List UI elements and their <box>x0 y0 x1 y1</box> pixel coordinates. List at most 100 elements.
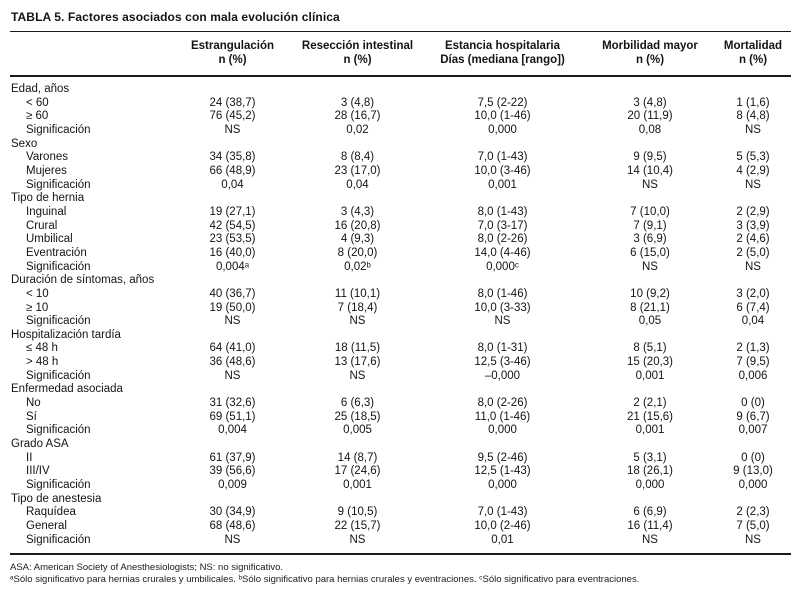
row-label: Significación <box>26 123 91 136</box>
row-label: Significación <box>26 260 91 273</box>
cell-value: 0,007 <box>738 424 768 437</box>
cell-value: 7 (10,0) <box>630 205 670 218</box>
row-label: No <box>26 397 41 410</box>
cell-value: 10,0 (3-46) <box>474 164 531 177</box>
row-label: II <box>26 451 33 464</box>
cell-value: 5 (3,1) <box>633 451 667 464</box>
cell-value: 0,001 <box>635 424 665 437</box>
cell-value: 6 (15,0) <box>630 246 670 259</box>
cell-value: 0,08 <box>638 123 662 136</box>
section-header-row: Tipo de anestesia <box>10 493 791 507</box>
cell-value: NS <box>745 260 761 273</box>
cell-value: 8,0 (2-26) <box>477 233 528 246</box>
cell-value: –0,000 <box>484 369 521 382</box>
cell-value: 31 (32,6) <box>209 397 256 410</box>
section-label: Tipo de hernia <box>11 192 85 205</box>
row-label: Varones <box>26 151 68 164</box>
cell-value: 6 (6,3) <box>340 397 375 410</box>
row-label: Raquídea <box>26 506 76 519</box>
cell-value: 9 (10,5) <box>337 506 378 519</box>
cell-value: 16 (11,4) <box>627 520 673 532</box>
cell-value: 6 (6,9) <box>633 506 667 519</box>
data-row: Significación NS 0,02 0,000 0,08 NS <box>10 124 791 138</box>
col-header-estrangulacion: Estrangulación n (%) <box>170 32 295 77</box>
cell-value: 0,004ᵃ <box>215 260 250 273</box>
data-row: < 60 24 (38,7) 3 (4,8) 7,5 (2-22) 3 (4,8) 1 (… <box>10 97 791 111</box>
cell-value: 21 (15,6) <box>626 410 674 423</box>
cell-value: 8 (20,0) <box>337 246 378 259</box>
footnotes: ASA: American Society of Anesthesiologis… <box>10 555 791 586</box>
cell-value: 19 (27,1) <box>209 205 256 218</box>
cell-value: 30 (34,9) <box>209 506 256 519</box>
section-header-row: Enfermedad asociada <box>10 383 791 397</box>
cell-value: 16 (40,0) <box>209 246 256 259</box>
cell-value: 3 (4,3) <box>340 205 375 218</box>
cell-value: 9 (9,5) <box>633 151 667 164</box>
section-header-row: Hospitalización tardía <box>10 329 791 343</box>
row-label: ≥ 60 <box>26 110 49 123</box>
data-row: Sí 69 (51,1) 25 (18,5) 11,0 (1-46) 21 (15,6)… <box>10 411 791 425</box>
cell-value: 7 (5,0) <box>736 520 770 532</box>
cell-value: NS <box>745 178 761 191</box>
cell-value: 8,0 (1-46) <box>477 287 528 300</box>
cell-value: 34 (35,8) <box>209 151 256 164</box>
cell-value: 23 (53,5) <box>209 233 256 246</box>
col-header-morbilidad-mayor: Morbilidad mayor n (%) <box>585 32 715 77</box>
cell-value: 0,001 <box>635 369 665 382</box>
cell-value: NS <box>349 533 366 546</box>
table-body: Edad, años < 60 24 (38,7) 3 (4,8) 7,5 (2-22)… <box>10 76 791 547</box>
cell-value: 0,02 <box>346 123 369 136</box>
data-row: Significación NS NS NS 0,05 0,04 <box>10 315 791 329</box>
cell-value: 7 (9,5) <box>736 356 770 369</box>
footnote-abbreviations: ASA: American Society of Anesthesiologis… <box>10 562 283 574</box>
data-row: Significación 0,04 0,04 0,001 NS NS <box>10 179 791 193</box>
section-header-row: Duración de síntomas, años <box>10 274 791 288</box>
cell-value: 1 (1,6) <box>736 96 770 109</box>
data-row: Eventración 16 (40,0) 8 (20,0) 14,0 (4-46) 6… <box>10 247 791 261</box>
data-row: Umbilical 23 (53,5) 4 (9,3) 8,0 (2-26) 3 (6,… <box>10 233 791 247</box>
cell-value: 10,0 (3-33) <box>474 301 531 314</box>
row-label: Significación <box>26 533 91 546</box>
cell-value: 28 (16,7) <box>334 110 381 123</box>
col-header-line2: n (%) <box>738 54 768 66</box>
cell-value: 0,04 <box>741 315 765 328</box>
col-header-line1: Estancia hospitalaria <box>444 40 561 52</box>
row-label: < 10 <box>26 287 49 300</box>
data-row: Significación 0,004ᵃ 0,02ᵇ 0,000ᶜ NS NS <box>10 261 791 275</box>
cell-value: 0,009 <box>218 479 247 492</box>
section-label: Tipo de anestesia <box>11 492 102 505</box>
cell-value: 2 (5,0) <box>736 246 770 259</box>
row-label: Eventración <box>26 246 87 259</box>
cell-value: 15 (20,3) <box>626 356 674 369</box>
row-label: Inguinal <box>26 205 67 218</box>
cell-value: 5 (5,3) <box>736 151 770 164</box>
cell-value: NS <box>642 260 658 273</box>
cell-value: 10,0 (1-46) <box>474 110 531 123</box>
footnote-significance-markers: ᵃSólo significativo para hernias crurale… <box>10 574 640 586</box>
cell-value: 0,04 <box>221 178 244 191</box>
cell-value: 2 (4,6) <box>736 233 770 246</box>
cell-value: 68 (48,6) <box>209 520 256 532</box>
cell-value: 12,5 (3-46) <box>474 356 531 369</box>
row-label: III/IV <box>26 465 50 478</box>
row-label: Significación <box>26 479 91 492</box>
cell-value: 10,0 (2-46) <box>474 520 531 532</box>
cell-value: 14 (10,4) <box>626 164 674 177</box>
cell-value: 0,000 <box>738 479 768 492</box>
cell-value: 18 (26,1) <box>626 465 674 478</box>
cell-value: 3 (6,9) <box>633 233 667 246</box>
cell-value: 0,01 <box>491 533 514 546</box>
row-label: Umbilical <box>26 233 73 246</box>
cell-value: NS <box>224 533 241 546</box>
cell-value: 7 (9,1) <box>633 219 667 232</box>
cell-value: 0,004 <box>218 424 247 437</box>
cell-value: 9 (13,0) <box>733 465 773 478</box>
row-label: < 60 <box>26 96 49 109</box>
cell-value: 8,0 (2-26) <box>477 397 528 410</box>
cell-value: NS <box>745 123 761 136</box>
cell-value: 17 (24,6) <box>334 465 381 478</box>
cell-value: 3 (4,8) <box>633 96 667 109</box>
cell-value: 4 (9,3) <box>340 233 375 246</box>
col-header-line1: Morbilidad mayor <box>602 40 698 52</box>
